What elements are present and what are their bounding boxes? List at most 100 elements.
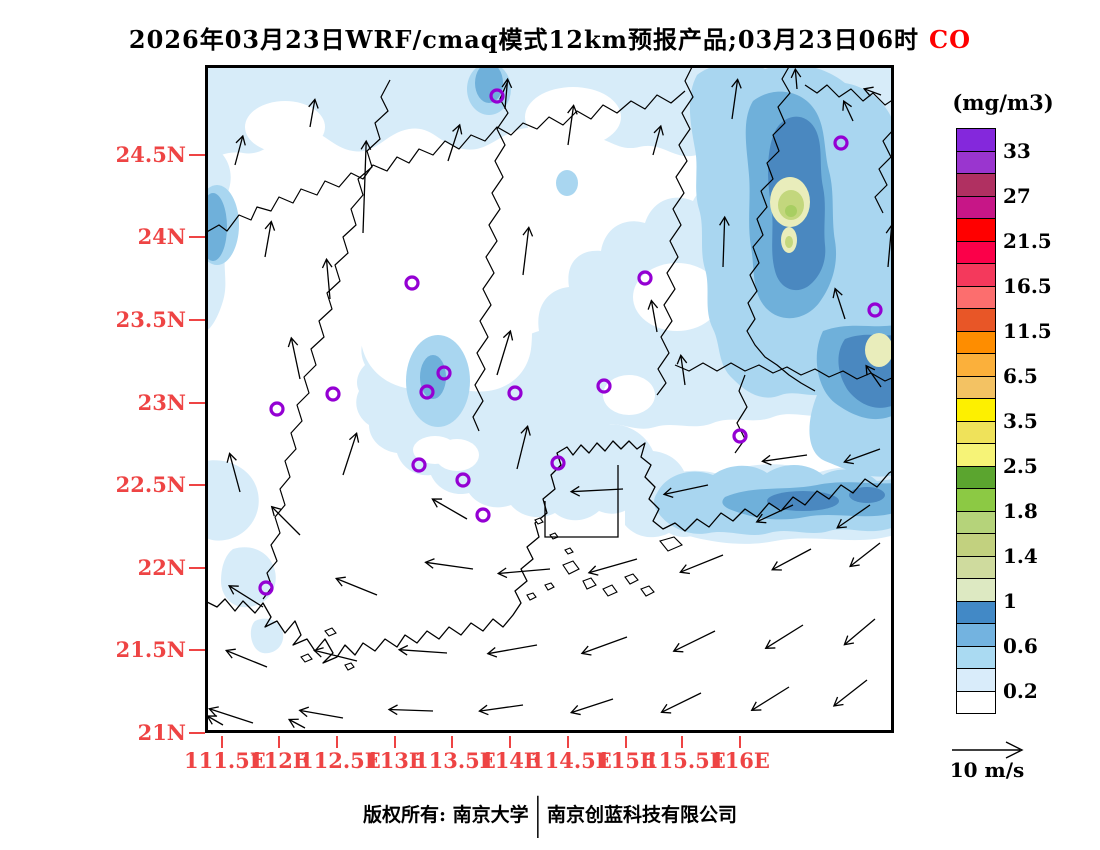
wind-arrow bbox=[505, 79, 508, 109]
station-marker bbox=[489, 88, 505, 104]
legend-color-block bbox=[956, 690, 996, 714]
legend-color-block bbox=[956, 263, 996, 287]
lon-axis-label: 115.5E bbox=[644, 748, 726, 773]
legend-tick-label: 21.5 bbox=[1003, 228, 1052, 253]
copyright-footer: 版权所有: 南京大学 | 南京创蓝科技有限公司 bbox=[0, 791, 1100, 839]
contour-level-yellowgreen bbox=[770, 177, 893, 367]
station-marker bbox=[411, 457, 427, 473]
legend-tick-label: 27 bbox=[1003, 183, 1031, 208]
legend-color-block bbox=[956, 195, 996, 219]
wind-arrow bbox=[265, 222, 271, 258]
legend-color-block bbox=[956, 173, 996, 197]
lon-axis-label: 112.5E bbox=[299, 748, 381, 773]
station-marker bbox=[596, 378, 612, 394]
station-marker bbox=[404, 275, 420, 291]
legend-color-block bbox=[956, 645, 996, 669]
wind-arrow bbox=[235, 136, 243, 165]
legend-color-block bbox=[956, 420, 996, 444]
wind-arrow bbox=[582, 637, 627, 653]
legend-tick-label: 11.5 bbox=[1003, 318, 1052, 343]
wind-arrow bbox=[674, 631, 715, 651]
station-marker bbox=[455, 472, 471, 488]
lon-axis-tick bbox=[567, 736, 569, 748]
wind-scale-arrow bbox=[948, 736, 1040, 762]
wind-arrow bbox=[651, 301, 657, 333]
lon-axis-label: 114E bbox=[480, 748, 540, 773]
wind-arrow bbox=[363, 141, 366, 233]
legend-color-block bbox=[956, 353, 996, 377]
wind-arrow bbox=[757, 505, 793, 522]
wind-arrow bbox=[343, 433, 357, 475]
station-marker bbox=[833, 135, 849, 151]
station-marker bbox=[732, 428, 748, 444]
wind-arrow bbox=[844, 101, 853, 121]
station-marker bbox=[436, 365, 452, 381]
wind-arrow bbox=[723, 217, 725, 267]
legend-tick-label: 1 bbox=[1003, 588, 1017, 613]
legend-color-block bbox=[956, 600, 996, 624]
legend-color-block bbox=[956, 578, 996, 602]
legend-color-block bbox=[956, 623, 996, 647]
wind-arrow bbox=[844, 619, 875, 645]
species-label: CO bbox=[929, 25, 972, 54]
copyright-owner: 版权所有: 南京大学 bbox=[362, 804, 529, 826]
wind-arrow bbox=[835, 289, 845, 319]
wind-arrow bbox=[568, 105, 574, 145]
station-marker bbox=[258, 580, 274, 596]
station-marker bbox=[867, 302, 883, 318]
station-marker bbox=[637, 270, 653, 286]
wind-arrow bbox=[229, 586, 263, 607]
wind-arrow bbox=[498, 569, 550, 574]
wind-arrow bbox=[795, 69, 797, 89]
lon-axis-tick bbox=[336, 736, 338, 748]
legend-color-block bbox=[956, 398, 996, 422]
wind-arrow bbox=[314, 650, 357, 661]
legend-color-block bbox=[956, 285, 996, 309]
wind-arrow bbox=[399, 650, 447, 653]
lon-axis-label: 113.5E bbox=[414, 748, 496, 773]
wind-arrow bbox=[426, 562, 474, 569]
wind-arrow bbox=[448, 125, 460, 161]
wind-arrow bbox=[866, 366, 881, 387]
lat-axis-tick bbox=[189, 732, 205, 734]
wind-arrow bbox=[517, 426, 528, 469]
lon-axis-tick bbox=[221, 736, 223, 748]
title-text: 2026年03月23日WRF/cmaq模式12km预报产品;03月23日06时 bbox=[128, 25, 920, 54]
wind-arrow bbox=[571, 699, 613, 713]
station-marker-layer bbox=[258, 88, 883, 596]
copyright-company: 南京创蓝科技有限公司 bbox=[547, 804, 738, 826]
wind-arrow bbox=[766, 625, 803, 648]
wind-arrow bbox=[653, 126, 661, 155]
wind-arrow bbox=[772, 549, 811, 570]
lat-axis-label: 23.5N bbox=[115, 307, 186, 332]
wind-arrow bbox=[230, 453, 240, 492]
lat-axis-label: 24.5N bbox=[115, 142, 186, 167]
legend-color-block bbox=[956, 150, 996, 174]
wind-arrow bbox=[523, 227, 529, 275]
lon-axis-label: 114.5E bbox=[530, 748, 612, 773]
lon-axis-label: 116E bbox=[710, 748, 770, 773]
legend-tick-label: 1.8 bbox=[1003, 498, 1038, 523]
legend-color-block bbox=[956, 510, 996, 534]
station-marker bbox=[475, 507, 491, 523]
wind-arrow bbox=[300, 710, 343, 718]
legend-color-block bbox=[956, 668, 996, 692]
legend-color-block bbox=[956, 240, 996, 264]
lon-axis-tick bbox=[681, 736, 683, 748]
lat-axis-tick bbox=[189, 319, 205, 321]
wind-arrow bbox=[310, 99, 315, 127]
wind-arrow bbox=[837, 505, 870, 528]
wind-arrow bbox=[844, 449, 880, 462]
legend-tick-label: 16.5 bbox=[1003, 273, 1052, 298]
wind-arrow bbox=[336, 579, 377, 596]
wind-arrow bbox=[488, 645, 537, 654]
wind-arrow bbox=[732, 79, 738, 119]
legend-color-block bbox=[956, 330, 996, 354]
wind-arrow bbox=[272, 507, 300, 535]
estuary-box bbox=[545, 465, 618, 537]
lon-axis-tick bbox=[509, 736, 511, 748]
lat-axis-tick bbox=[189, 402, 205, 404]
wind-arrow bbox=[497, 331, 510, 375]
wind-arrow bbox=[664, 485, 708, 494]
